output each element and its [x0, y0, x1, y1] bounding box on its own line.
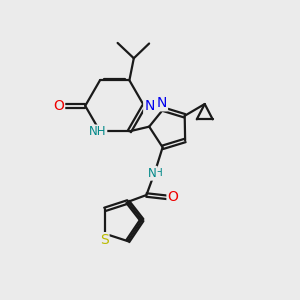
Text: O: O [167, 190, 178, 204]
Text: N: N [148, 167, 157, 180]
Text: N: N [144, 99, 154, 113]
Text: O: O [53, 99, 64, 113]
Text: H: H [155, 168, 163, 178]
Text: S: S [100, 233, 109, 247]
Text: NH: NH [89, 125, 106, 138]
Text: N: N [157, 96, 167, 110]
